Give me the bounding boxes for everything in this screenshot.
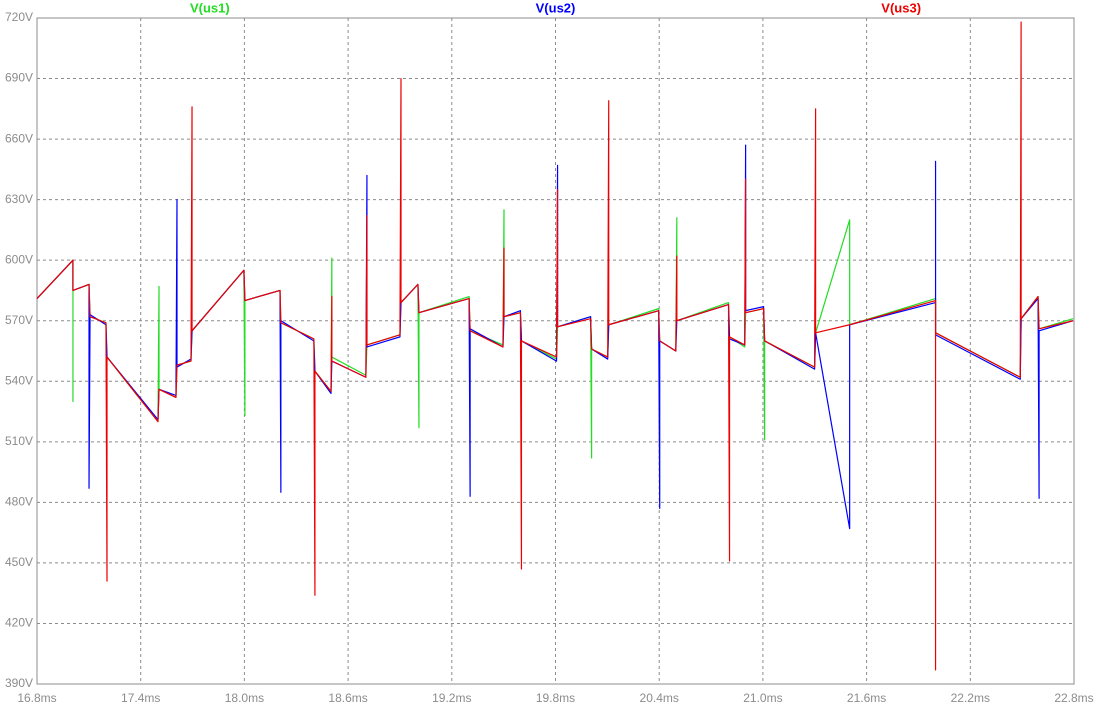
x-tick-label: 16.8ms — [17, 691, 56, 705]
y-tick-label: 420V — [5, 616, 33, 630]
legend-label: V(us1) — [190, 0, 230, 15]
y-tick-label: 390V — [5, 676, 33, 690]
y-tick-label: 720V — [5, 10, 33, 24]
y-tick-label: 570V — [5, 313, 33, 327]
x-tick-label: 21.6ms — [847, 691, 886, 705]
y-tick-label: 600V — [5, 252, 33, 266]
x-tick-label: 17.4ms — [121, 691, 160, 705]
y-tick-label: 450V — [5, 555, 33, 569]
y-tick-label: 510V — [5, 434, 33, 448]
x-tick-label: 22.2ms — [951, 691, 990, 705]
x-tick-label: 18.0ms — [225, 691, 264, 705]
y-tick-label: 540V — [5, 373, 33, 387]
legend-label: V(us2) — [536, 0, 576, 15]
x-tick-label: 21.0ms — [743, 691, 782, 705]
x-tick-label: 22.8ms — [1054, 691, 1093, 705]
series-line — [36, 21, 1074, 671]
y-tick-label: 690V — [5, 71, 33, 85]
x-tick-label: 19.8ms — [536, 691, 575, 705]
y-tick-label: 630V — [5, 192, 33, 206]
x-tick-label: 18.6ms — [328, 691, 367, 705]
legend-label: V(us3) — [881, 0, 921, 15]
x-tick-label: 20.4ms — [640, 691, 679, 705]
y-tick-label: 480V — [5, 495, 33, 509]
y-tick-label: 660V — [5, 131, 33, 145]
x-tick-label: 19.2ms — [432, 691, 471, 705]
